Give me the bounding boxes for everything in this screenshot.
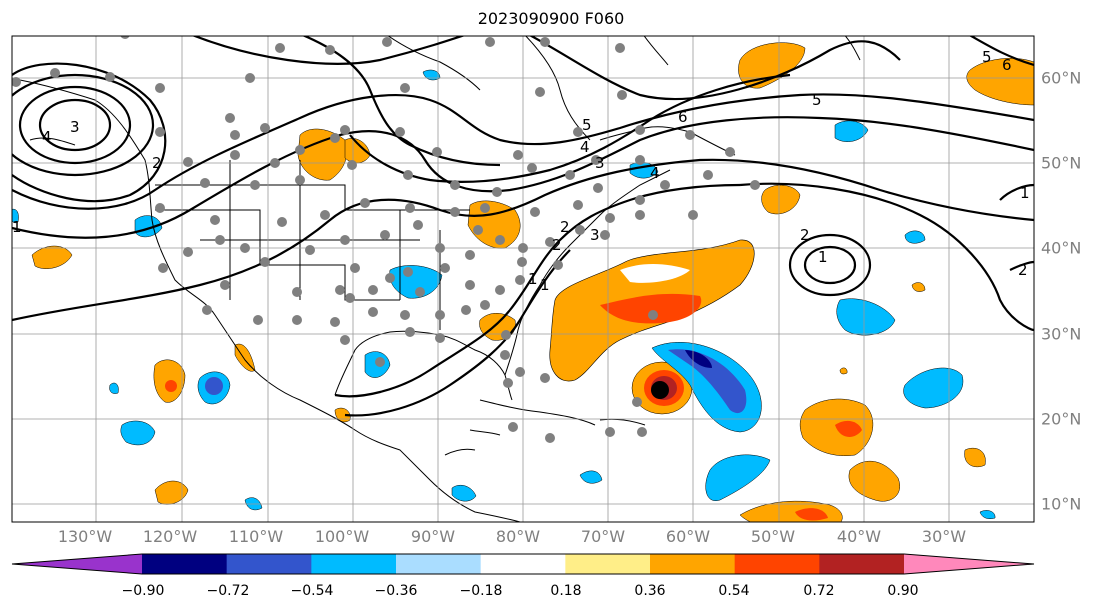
contour-label: 3 xyxy=(590,226,600,244)
colorbar-segment xyxy=(734,554,820,574)
lat-label: 40°N xyxy=(1041,238,1082,258)
lon-label: 80°W xyxy=(495,527,541,546)
colorbar-tick-label: 0.72 xyxy=(803,583,835,599)
lon-label: 70°W xyxy=(580,527,626,546)
contour-labels: 4 3 2 1 5 4 3 2 1 6 5 4 3 2 1 1 2 1 2 5 … xyxy=(12,48,1030,294)
contour-label: 2 xyxy=(152,154,162,172)
lat-label: 10°N xyxy=(1041,494,1082,514)
contour-label: 1 xyxy=(540,276,550,294)
contour-label: 1 xyxy=(1020,184,1030,202)
lon-label: 130°W xyxy=(57,527,113,546)
contour-label: 6 xyxy=(678,108,688,126)
lat-label: 60°N xyxy=(1041,68,1082,88)
contour-label: 5 xyxy=(982,48,992,66)
contour-label: 2 xyxy=(560,218,570,236)
colorbar-segment xyxy=(12,554,142,574)
lat-label: 30°N xyxy=(1041,324,1082,344)
lon-label: 120°W xyxy=(142,527,198,546)
contour-label: 4 xyxy=(580,138,590,156)
lat-label: 20°N xyxy=(1041,409,1082,429)
contour-label: 5 xyxy=(812,91,822,109)
colorbar-outline xyxy=(11,553,1035,575)
contour-label: 4 xyxy=(42,128,52,146)
contour-label: 2 xyxy=(552,236,562,254)
contour-label: 2 xyxy=(800,226,810,244)
contour-label: 3 xyxy=(595,154,605,172)
colorbar-tick-label: −0.72 xyxy=(206,583,250,599)
lat-label: 50°N xyxy=(1041,153,1082,173)
colorbar-segment xyxy=(311,554,397,574)
colorbar xyxy=(11,553,1035,575)
lon-label: 30°W xyxy=(921,527,967,546)
colorbar-tick-label: 0.36 xyxy=(634,583,666,599)
lon-label: 110°W xyxy=(228,527,284,546)
contour-label: 3 xyxy=(70,118,80,136)
map-content: 4 3 2 1 5 4 3 2 1 6 5 4 3 2 1 1 2 1 2 5 … xyxy=(12,36,1034,522)
colorbar-segment xyxy=(142,554,228,574)
colorbar-tick-label: 0.18 xyxy=(550,583,582,599)
lon-label: 90°W xyxy=(410,527,456,546)
colorbar-segment xyxy=(819,554,905,574)
colorbar-tick-label: 0.54 xyxy=(718,583,750,599)
colorbar-segment xyxy=(904,554,1034,574)
contour-label: 1 xyxy=(528,270,538,288)
pressure-contours xyxy=(12,36,1034,417)
contour-label: 5 xyxy=(582,116,592,134)
map-title: 2023090900 F060 xyxy=(477,9,625,28)
colorbar-tick-label: −0.18 xyxy=(459,583,503,599)
colorbar-tick-label: −0.36 xyxy=(374,583,418,599)
colorbar-tick-label: −0.54 xyxy=(290,583,334,599)
colorbar-tick-label: 0.90 xyxy=(887,583,919,599)
contour-label: 1 xyxy=(818,248,828,266)
contour-label: 4 xyxy=(650,164,660,182)
contour-label: 2 xyxy=(1018,261,1028,279)
map-frame xyxy=(11,35,1035,523)
lon-label: 50°W xyxy=(750,527,796,546)
shaded-fields xyxy=(12,42,1034,522)
lon-label: 100°W xyxy=(314,527,370,546)
colorbar-tick-label: −0.90 xyxy=(121,583,165,599)
colorbar-segment xyxy=(650,554,736,574)
colorbar-segment xyxy=(396,554,482,574)
colorbar-segment xyxy=(565,554,651,574)
lon-label: 60°W xyxy=(665,527,711,546)
colorbar-segment xyxy=(226,554,312,574)
contour-label: 6 xyxy=(1002,56,1012,74)
station-markers xyxy=(12,36,760,443)
contour-label: 1 xyxy=(12,218,22,236)
lon-label: 40°W xyxy=(836,527,882,546)
colorbar-segment xyxy=(480,554,566,574)
